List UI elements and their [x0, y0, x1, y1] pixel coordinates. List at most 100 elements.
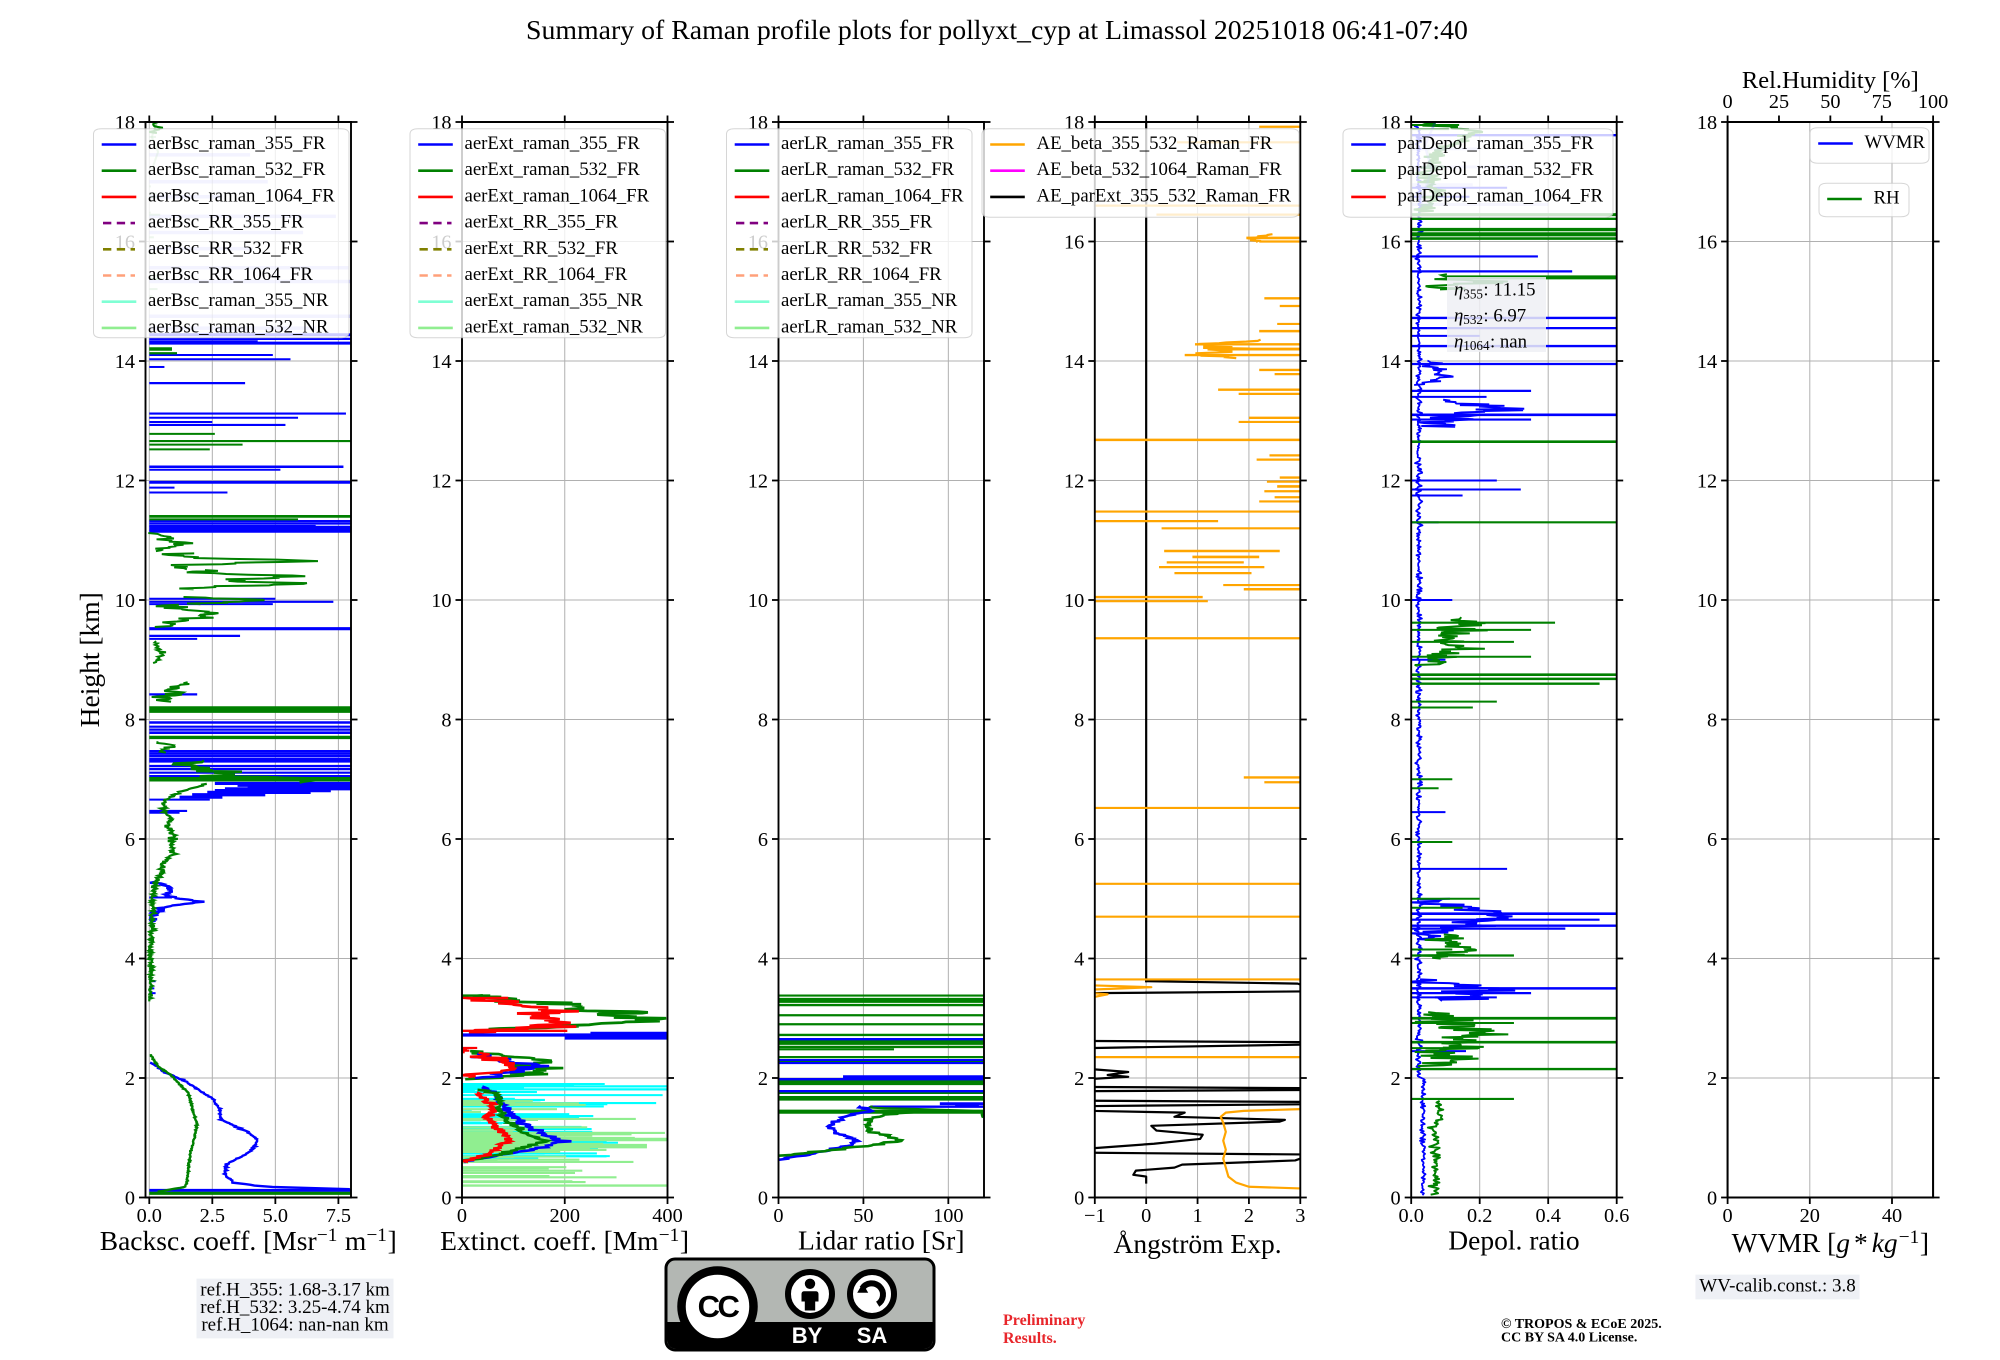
svg-text:aerLR_raman_1064_FR: aerLR_raman_1064_FR	[781, 185, 964, 206]
svg-text:CC: CC	[698, 1289, 740, 1324]
svg-text:14: 14	[431, 351, 451, 373]
svg-text:aerBsc_RR_1064_FR: aerBsc_RR_1064_FR	[148, 264, 313, 285]
svg-text:aerBsc_raman_532_FR: aerBsc_raman_532_FR	[148, 159, 326, 180]
svg-text:2.5: 2.5	[200, 1205, 225, 1227]
svg-text:14: 14	[1064, 351, 1084, 373]
svg-text:6: 6	[441, 829, 451, 851]
svg-text:aerBsc_raman_532_NR: aerBsc_raman_532_NR	[148, 316, 329, 337]
svg-text:0: 0	[1074, 1188, 1084, 1210]
svg-text:75: 75	[1872, 91, 1892, 113]
svg-text:aerLR_RR_532_FR: aerLR_RR_532_FR	[781, 238, 933, 259]
svg-text:12: 12	[431, 471, 451, 493]
svg-text:16: 16	[1697, 232, 1717, 254]
svg-text:Depol. ratio: Depol. ratio	[1448, 1224, 1579, 1255]
svg-text:Lidar ratio [Sr]: Lidar ratio [Sr]	[798, 1224, 964, 1255]
svg-text:Rel.Humidity [%]: Rel.Humidity [%]	[1742, 67, 1919, 94]
svg-text:BY: BY	[792, 1323, 823, 1348]
svg-text:2: 2	[1391, 1068, 1401, 1090]
svg-text:Results.: Results.	[1003, 1330, 1057, 1347]
svg-text:14: 14	[1697, 351, 1717, 373]
svg-text:1: 1	[1192, 1205, 1202, 1227]
svg-text:0: 0	[773, 1205, 783, 1227]
svg-text:0.0: 0.0	[137, 1205, 162, 1227]
svg-text:200: 200	[550, 1205, 580, 1227]
svg-text:4: 4	[1391, 949, 1401, 971]
svg-text:η 5 3 2 :: η 5 3 2 : 6 . 9 7	[1454, 305, 1526, 328]
svg-text:Preliminary: Preliminary	[1003, 1312, 1085, 1329]
svg-text:4: 4	[441, 949, 451, 971]
svg-text:aerBsc_raman_355_FR: aerBsc_raman_355_FR	[148, 133, 326, 154]
svg-text:0: 0	[1707, 1188, 1717, 1210]
svg-text:8: 8	[758, 710, 768, 732]
svg-text:16: 16	[1380, 232, 1400, 254]
svg-text:η 1 0 6 4: η 1 0 6 4 : n a n	[1454, 331, 1528, 354]
svg-text:2: 2	[125, 1068, 135, 1090]
svg-text:WVMR: WVMR	[1865, 132, 1926, 153]
svg-text:8: 8	[125, 710, 135, 732]
svg-text:100: 100	[1918, 91, 1948, 113]
svg-text:10: 10	[748, 590, 768, 612]
svg-text:aerBsc_raman_355_NR: aerBsc_raman_355_NR	[148, 290, 329, 311]
svg-text:AE_beta_355_532_Raman_FR: AE_beta_355_532_Raman_FR	[1037, 133, 1273, 154]
svg-text:16: 16	[1064, 232, 1084, 254]
svg-text:Height [km]: Height [km]	[74, 592, 105, 727]
svg-text:E x t i: E x t i n c t . c o e f f . [ M m ] − 1	[440, 1225, 693, 1256]
svg-text:50: 50	[853, 1205, 873, 1227]
svg-text:aerExt_raman_1064_FR: aerExt_raman_1064_FR	[465, 185, 650, 206]
svg-text:10: 10	[1380, 590, 1400, 612]
svg-text:aerBsc_RR_532_FR: aerBsc_RR_532_FR	[148, 238, 304, 259]
svg-text:0.6: 0.6	[1604, 1205, 1629, 1227]
svg-text:7.5: 7.5	[326, 1205, 351, 1227]
svg-text:8: 8	[441, 710, 451, 732]
svg-text:2: 2	[1244, 1205, 1254, 1227]
svg-text:4: 4	[758, 949, 768, 971]
svg-text:12: 12	[1380, 471, 1400, 493]
svg-text:40: 40	[1882, 1205, 1902, 1227]
svg-text:aerExt_raman_532_FR: aerExt_raman_532_FR	[465, 159, 641, 180]
svg-text:aerLR_raman_532_NR: aerLR_raman_532_NR	[781, 316, 958, 337]
svg-text:4: 4	[125, 949, 135, 971]
svg-text:0.0: 0.0	[1399, 1205, 1424, 1227]
svg-text:6: 6	[1707, 829, 1717, 851]
svg-text:0: 0	[441, 1188, 451, 1210]
svg-text:aerExt_raman_355_FR: aerExt_raman_355_FR	[465, 133, 641, 154]
svg-text:8: 8	[1707, 710, 1717, 732]
svg-text:η 3 5 5 :: η 3 5 5 : 1 1 . 1 5	[1454, 280, 1536, 303]
svg-text:10: 10	[1064, 590, 1084, 612]
svg-text:14: 14	[115, 351, 135, 373]
svg-text:ref.H_532: 3.25-4.74 km: ref.H_532: 3.25-4.74 km	[200, 1297, 390, 1318]
svg-text:12: 12	[1064, 471, 1084, 493]
svg-text:© TROPOS & ECoE 2025.: © TROPOS & ECoE 2025.	[1501, 1317, 1662, 1332]
svg-text:aerBsc_raman_1064_FR: aerBsc_raman_1064_FR	[148, 185, 335, 206]
svg-text:3: 3	[1295, 1205, 1305, 1227]
svg-text:aerExt_RR_355_FR: aerExt_RR_355_FR	[465, 212, 619, 233]
svg-text:100: 100	[933, 1205, 963, 1227]
svg-text:parDepol_raman_355_FR: parDepol_raman_355_FR	[1398, 133, 1595, 154]
svg-text:0: 0	[125, 1188, 135, 1210]
svg-text:aerLR_RR_1064_FR: aerLR_RR_1064_FR	[781, 264, 942, 285]
svg-text:0.4: 0.4	[1536, 1205, 1561, 1227]
svg-text:10: 10	[1697, 590, 1717, 612]
svg-text:parDepol_raman_532_FR: parDepol_raman_532_FR	[1398, 159, 1595, 180]
svg-text:0: 0	[1141, 1205, 1151, 1227]
svg-text:8: 8	[1391, 710, 1401, 732]
svg-text:aerLR_raman_355_FR: aerLR_raman_355_FR	[781, 133, 955, 154]
svg-text:400: 400	[652, 1205, 682, 1227]
svg-text:B a c k: B a c k s c . c o e f f . [ M s r m ] −	[100, 1225, 401, 1256]
svg-text:0.2: 0.2	[1467, 1205, 1492, 1227]
svg-text:aerLR_RR_355_FR: aerLR_RR_355_FR	[781, 212, 933, 233]
svg-text:CC BY SA 4.0 License.: CC BY SA 4.0 License.	[1501, 1331, 1637, 1346]
svg-text:AE_beta_532_1064_Raman_FR: AE_beta_532_1064_Raman_FR	[1037, 159, 1283, 180]
svg-text:−1: −1	[1084, 1205, 1106, 1227]
svg-text:aerLR_raman_532_FR: aerLR_raman_532_FR	[781, 159, 955, 180]
svg-text:AE_parExt_355_532_Raman_FR: AE_parExt_355_532_Raman_FR	[1037, 185, 1292, 206]
svg-text:0: 0	[758, 1188, 768, 1210]
svg-text:aerExt_RR_1064_FR: aerExt_RR_1064_FR	[465, 264, 628, 285]
svg-text:SA: SA	[857, 1323, 888, 1348]
svg-text:WV-calib.const.: 3.8: WV-calib.const.: 3.8	[1699, 1276, 1856, 1297]
svg-text:18: 18	[1697, 112, 1717, 134]
svg-text:8: 8	[1074, 710, 1084, 732]
svg-text:10: 10	[115, 590, 135, 612]
svg-text:2: 2	[441, 1068, 451, 1090]
svg-text:6: 6	[125, 829, 135, 851]
